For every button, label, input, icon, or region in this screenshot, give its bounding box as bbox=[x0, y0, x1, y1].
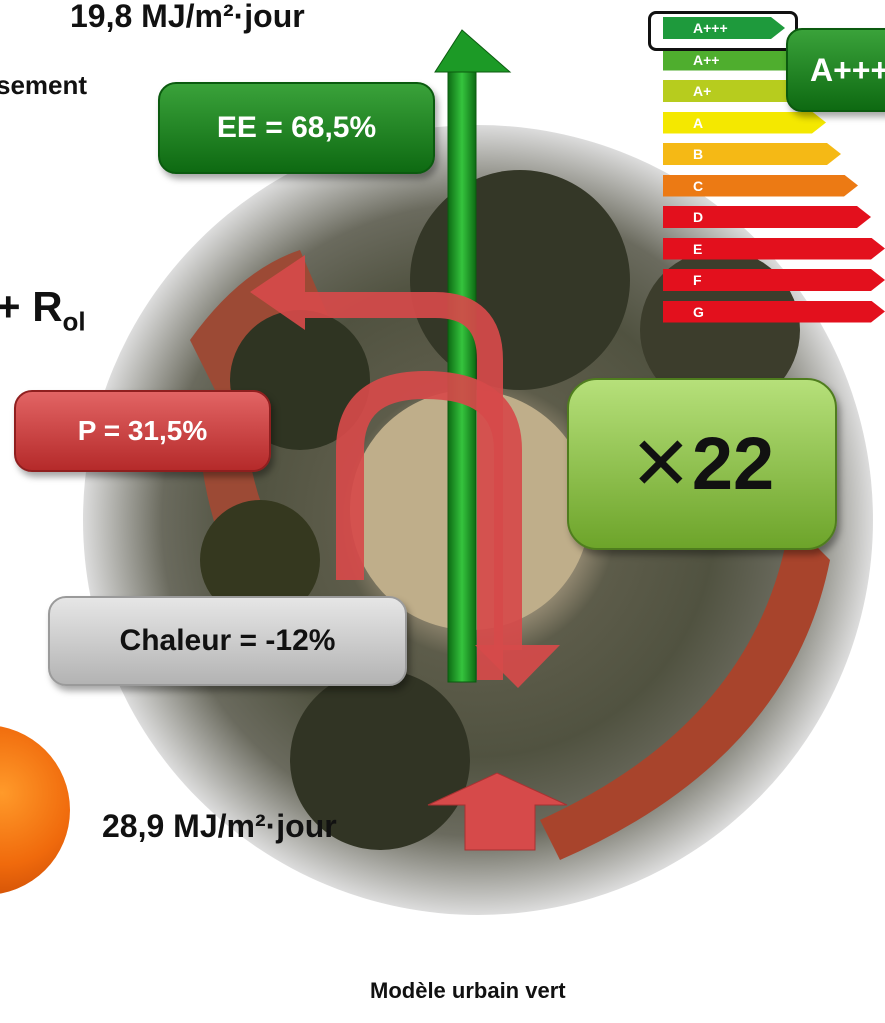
energy-class-label: B bbox=[693, 146, 704, 162]
heat-box: Chaleur = -12% bbox=[48, 596, 407, 686]
rating-badge: A+++ bbox=[786, 28, 885, 112]
energy-class-bar: D bbox=[663, 206, 871, 228]
energy-class-bar: A bbox=[663, 111, 826, 134]
energy-class-bar: A+++ bbox=[663, 17, 785, 39]
energy-class-bar: B bbox=[663, 143, 841, 165]
selected-class-frame bbox=[648, 11, 798, 51]
bottom-red-arrow bbox=[427, 772, 568, 851]
energy-class-bar: F bbox=[663, 269, 885, 291]
energy-class-label: G bbox=[693, 303, 704, 320]
energy-class-label: D bbox=[693, 209, 704, 225]
energy-class-bar: A++ bbox=[663, 48, 800, 71]
top-energy-label: 19,8 MJ/m²·jour bbox=[70, 0, 305, 34]
bottom-energy-label: 28,9 MJ/m²·jour bbox=[102, 808, 337, 844]
energy-class-bar: G bbox=[663, 300, 885, 323]
partial-label-top: sement bbox=[0, 70, 88, 100]
energy-class-label: A++ bbox=[693, 51, 720, 68]
rating-badge-text: A+++ bbox=[810, 51, 885, 88]
red-arrow-left-head bbox=[250, 255, 305, 330]
p-box: P = 31,5% bbox=[14, 390, 271, 472]
ee-box: EE = 68,5% bbox=[158, 82, 435, 174]
tree bbox=[410, 170, 630, 390]
green-arrow-head bbox=[434, 29, 512, 73]
tree bbox=[200, 500, 320, 620]
building-right bbox=[540, 520, 830, 860]
partial-label-mid: + Rol bbox=[0, 283, 86, 337]
red-uturn-head bbox=[475, 645, 560, 688]
factor-box: ✕22 bbox=[567, 378, 837, 550]
energy-class-label: A bbox=[693, 114, 704, 131]
caption: Modèle urbain vert bbox=[370, 978, 566, 1003]
energy-class-label: E bbox=[693, 240, 703, 257]
tree bbox=[290, 670, 470, 850]
red-uturn-path bbox=[336, 370, 522, 650]
energy-class-bar: E bbox=[663, 237, 885, 260]
sun-image bbox=[0, 726, 70, 894]
energy-class-label: A+ bbox=[693, 83, 712, 99]
energy-class-label: F bbox=[693, 272, 702, 288]
energy-label-panel: A+++ A++ A+ A B C D E F G bbox=[663, 13, 885, 328]
energy-class-label: C bbox=[693, 177, 704, 194]
energy-class-label: A+++ bbox=[693, 20, 728, 36]
energy-class-bar: A+ bbox=[663, 80, 813, 102]
energy-class-bar: C bbox=[663, 174, 858, 197]
red-arrow-left-path bbox=[305, 292, 503, 680]
